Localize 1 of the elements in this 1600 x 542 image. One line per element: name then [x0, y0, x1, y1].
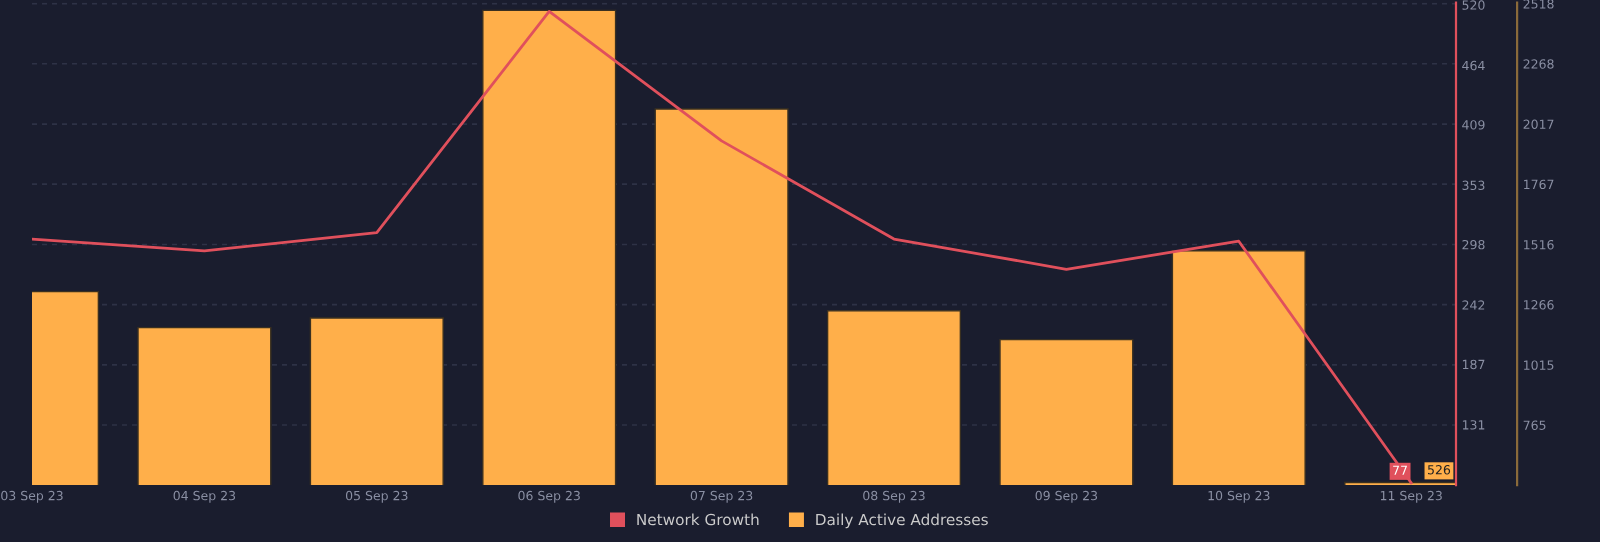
line-series	[32, 9, 1413, 485]
